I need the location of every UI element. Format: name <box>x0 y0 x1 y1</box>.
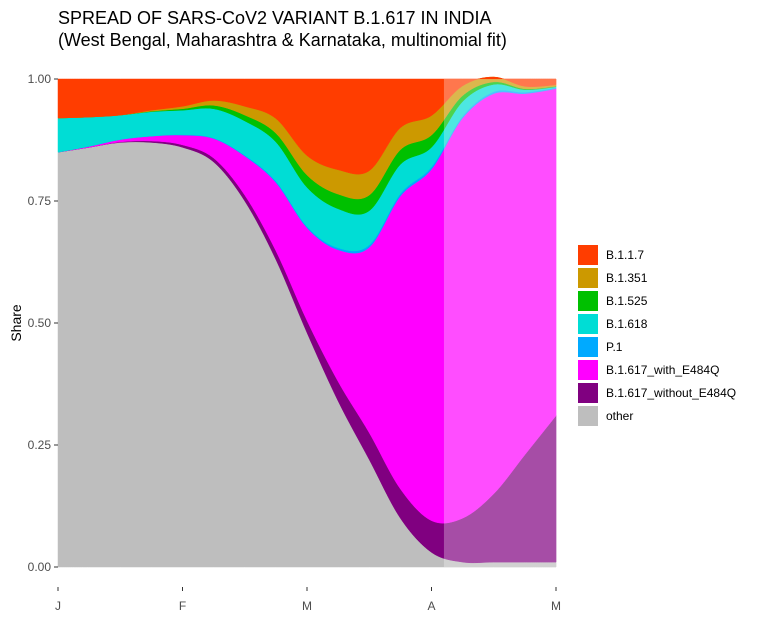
legend-label: B.1.525 <box>606 293 648 308</box>
legend-swatch <box>578 405 598 426</box>
legend-item: B.1.1.7 <box>578 243 736 266</box>
chart-title: SPREAD OF SARS-CoV2 VARIANT B.1.617 IN I… <box>58 8 492 28</box>
x-tick-label: J <box>55 599 61 613</box>
legend-item: P.1 <box>578 335 736 358</box>
legend-swatch <box>578 290 598 311</box>
y-tick-label: 1.00 <box>28 72 52 86</box>
legend-item: B.1.525 <box>578 289 736 312</box>
legend-label: P.1 <box>606 339 623 354</box>
y-axis-label: Share <box>8 304 24 342</box>
legend-swatch <box>578 336 598 357</box>
chart-legend: B.1.1.7 B.1.351 B.1.525 B.1.618 P.1 B.1.617_w… <box>578 243 736 427</box>
y-tick-label: 0.25 <box>28 438 52 452</box>
area-b-1-1-7 <box>57 76 557 175</box>
legend-label: B.1.351 <box>606 270 648 285</box>
legend-label: B.1.617_with_E484Q <box>606 362 720 377</box>
legend-swatch <box>578 267 598 288</box>
x-tick-label: F <box>179 599 186 613</box>
legend-label: other <box>606 408 634 423</box>
legend-item: other <box>578 404 736 427</box>
x-tick-label: M <box>551 599 561 613</box>
legend-label: B.1.617_without_E484Q <box>606 385 737 400</box>
x-tick-label: A <box>427 599 435 613</box>
legend-swatch <box>578 244 598 265</box>
legend-item: B.1.617_with_E484Q <box>578 358 736 381</box>
legend-label: B.1.1.7 <box>606 247 645 262</box>
legend-item: B.1.618 <box>578 312 736 335</box>
y-tick-label: 0.00 <box>28 560 52 574</box>
legend-swatch <box>578 313 598 334</box>
legend-item: B.1.351 <box>578 266 736 289</box>
legend-swatch <box>578 359 598 380</box>
projection-overlay <box>443 79 556 567</box>
legend-label: B.1.618 <box>606 316 648 331</box>
x-tick-label: M <box>302 599 312 613</box>
y-tick-label: 0.75 <box>28 194 52 208</box>
legend-swatch <box>578 382 598 403</box>
y-tick-label: 0.50 <box>28 316 52 330</box>
legend-item: B.1.617_without_E484Q <box>578 381 736 404</box>
chart-subtitle: (West Bengal, Maharashtra & Karnataka, m… <box>58 30 507 50</box>
